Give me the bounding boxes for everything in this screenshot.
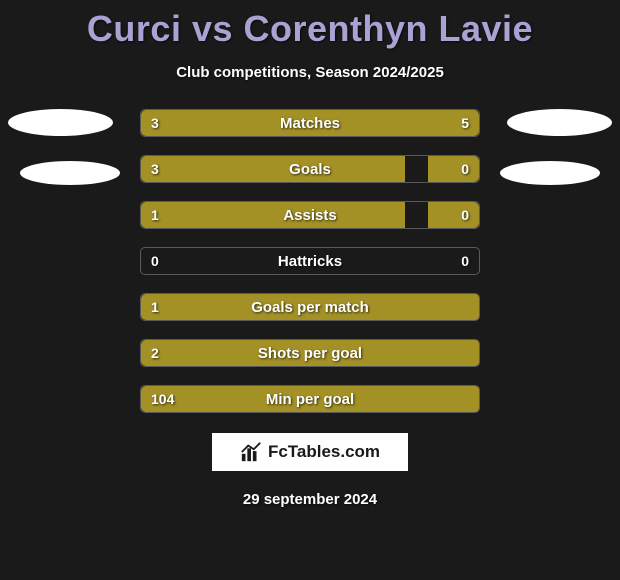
stat-row: 00Hattricks bbox=[140, 247, 480, 275]
stat-label: Hattricks bbox=[141, 248, 479, 274]
stat-row: 30Goals bbox=[140, 155, 480, 183]
player-right-badge-bottom bbox=[500, 161, 600, 185]
player-right-badge-top bbox=[507, 109, 612, 136]
stat-label: Shots per goal bbox=[141, 340, 479, 366]
chart-icon bbox=[240, 441, 262, 463]
stat-label: Matches bbox=[141, 110, 479, 136]
player-left-badge-bottom bbox=[20, 161, 120, 185]
branding-box: FcTables.com bbox=[210, 431, 410, 473]
stat-label: Goals bbox=[141, 156, 479, 182]
stat-row: 1Goals per match bbox=[140, 293, 480, 321]
stat-label: Assists bbox=[141, 202, 479, 228]
comparison-subtitle: Club competitions, Season 2024/2025 bbox=[0, 64, 620, 81]
stats-area: 35Matches 30Goals 10Assists 00Hattricks 1Goa… bbox=[0, 109, 620, 413]
player-left-badge-top bbox=[8, 109, 113, 136]
stat-row: 2Shots per goal bbox=[140, 339, 480, 367]
branding-label: FcTables.com bbox=[268, 442, 380, 462]
footer-date: 29 september 2024 bbox=[0, 491, 620, 508]
stat-row: 104Min per goal bbox=[140, 385, 480, 413]
comparison-title: Curci vs Corenthyn Lavie bbox=[0, 0, 620, 50]
stat-label: Goals per match bbox=[141, 294, 479, 320]
stat-bars-container: 35Matches 30Goals 10Assists 00Hattricks 1Goa… bbox=[140, 109, 480, 413]
stat-row: 10Assists bbox=[140, 201, 480, 229]
stat-label: Min per goal bbox=[141, 386, 479, 412]
stat-row: 35Matches bbox=[140, 109, 480, 137]
